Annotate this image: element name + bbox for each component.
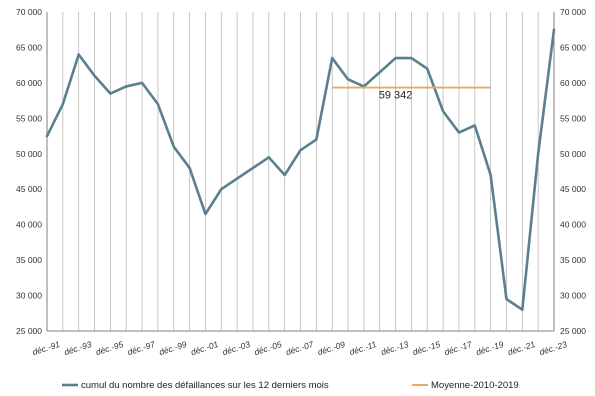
y-tick-label-left: 65 000: [16, 42, 42, 52]
x-axis: déc.-91 déc.-93 déc.-95 déc.-97 déc.-99 déc.-…: [31, 339, 568, 357]
y-tick-label-right: 55 000: [560, 113, 586, 123]
y-tick-label-left: 25 000: [16, 326, 42, 336]
x-tick-label: déc.-21: [506, 339, 536, 357]
x-tick-label: déc.-01: [189, 339, 219, 357]
y-tick-label-right: 70 000: [560, 7, 586, 17]
y-tick-label-left: 55 000: [16, 113, 42, 123]
x-tick-label: déc.-05: [253, 339, 283, 357]
y-tick-label-right: 45 000: [560, 184, 586, 194]
x-tick-label: déc.-97: [126, 339, 156, 357]
legend: cumul du nombre des défaillances sur les…: [62, 380, 519, 391]
y-tick-label-right: 35 000: [560, 255, 586, 265]
x-tick-label: déc.-93: [63, 339, 93, 357]
x-tick-label: déc.-07: [285, 339, 315, 357]
y-tick-label-right: 60 000: [560, 78, 586, 88]
y-tick-label-right: 65 000: [560, 42, 586, 52]
y-tick-label-right: 40 000: [560, 220, 586, 230]
x-tick-label: déc.-23: [538, 339, 568, 357]
legend-label-defaillances: cumul du nombre des défaillances sur les…: [81, 380, 329, 391]
y-tick-label-left: 50 000: [16, 149, 42, 159]
x-tick-label: déc.-17: [443, 339, 473, 357]
y-tick-label-left: 45 000: [16, 184, 42, 194]
x-tick-label: déc.-99: [158, 339, 188, 357]
y-tick-label-right: 30 000: [560, 291, 586, 301]
y-tick-label-left: 35 000: [16, 255, 42, 265]
x-tick-label: déc.-91: [31, 339, 61, 357]
x-tick-label: déc.-15: [411, 339, 441, 357]
y-tick-label-left: 60 000: [16, 78, 42, 88]
y-tick-label-right: 50 000: [560, 149, 586, 159]
y-axis-left: 25 000 30 000 35 000 40 000 45 000 50 000 55 0…: [16, 7, 42, 336]
y-tick-label-left: 40 000: [16, 220, 42, 230]
annotations: 59 342: [379, 89, 413, 101]
x-tick-label: déc.-19: [475, 339, 505, 357]
x-tick-label: déc.-13: [380, 339, 410, 357]
x-tick-label: déc.-11: [348, 339, 378, 357]
y-tick-label-left: 30 000: [16, 291, 42, 301]
annotation-label: 59 342: [379, 89, 413, 101]
x-tick-label: déc.-95: [94, 339, 124, 357]
legend-label-moyenne: Moyenne-2010-2019: [431, 380, 519, 391]
x-tick-label: déc.-09: [316, 339, 346, 357]
series-line-defaillances: [45, 28, 556, 312]
series-layer: [45, 28, 556, 312]
y-axis-right: 25 000 30 000 35 000 40 000 45 000 50 000 55 0…: [560, 7, 586, 336]
y-tick-label-right: 25 000: [560, 326, 586, 336]
y-tick-label-left: 70 000: [16, 7, 42, 17]
x-tick-label: déc.-03: [221, 339, 251, 357]
